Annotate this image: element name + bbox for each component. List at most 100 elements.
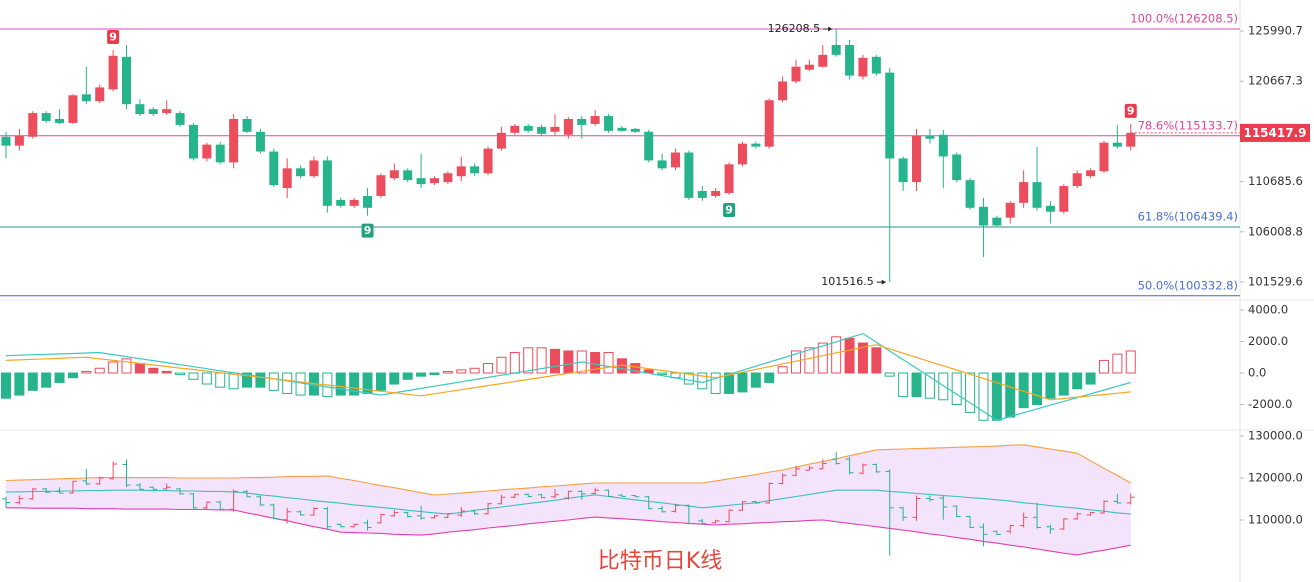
candle-body: [1072, 173, 1082, 187]
macd-bar: [1085, 372, 1096, 385]
macd-bar: [938, 372, 949, 401]
candle-body: [68, 95, 78, 123]
candle-body: [724, 164, 734, 193]
candle-body: [1099, 142, 1109, 172]
candle-body: [443, 173, 453, 183]
macd-bar: [483, 363, 494, 374]
candle-body: [1, 136, 11, 146]
candle-body: [791, 66, 801, 82]
macd-bar: [817, 342, 828, 374]
macd-bar: [1125, 350, 1136, 374]
macd-bar: [683, 372, 694, 385]
y-tick-label: 125990.7: [1248, 23, 1303, 37]
macd-bar: [1112, 353, 1123, 374]
candle-body: [711, 191, 721, 196]
candle-body: [858, 57, 868, 77]
candle-body: [831, 45, 841, 55]
macd-bar: [549, 348, 560, 374]
macd-bar: [898, 372, 909, 398]
candle-body: [122, 56, 132, 105]
candle-body: [296, 168, 306, 177]
macd-bar: [295, 372, 306, 396]
candle-body: [1032, 182, 1042, 208]
macd-bar: [94, 367, 105, 374]
macd-bar: [188, 372, 199, 380]
setup-count-label: 9: [725, 203, 733, 216]
y-tick-label: 0.0: [1248, 366, 1266, 380]
macd-bar: [857, 342, 868, 374]
macd-bar: [268, 372, 279, 391]
candle-body: [14, 135, 24, 146]
candle-body: [322, 160, 332, 206]
candle-body: [577, 118, 587, 125]
macd-bar: [509, 352, 520, 374]
candle-body: [684, 152, 694, 198]
candle-body: [778, 81, 788, 101]
y-tick-label: 101529.6: [1248, 274, 1303, 288]
macd-bar: [456, 369, 467, 374]
candle-body: [764, 100, 774, 147]
candle-body: [55, 118, 65, 123]
macd-bar: [242, 372, 253, 388]
y-tick-label: -2000.0: [1248, 397, 1292, 411]
candle-body: [496, 132, 506, 149]
candle-body: [363, 195, 373, 208]
candle-body: [242, 118, 252, 132]
macd-bar: [161, 370, 172, 374]
macd-line: [5, 344, 1131, 401]
macd-bar: [764, 372, 775, 383]
candle-body: [429, 178, 439, 184]
candle-body: [389, 170, 399, 179]
macd-bar: [1072, 372, 1083, 390]
candle-body: [202, 144, 212, 159]
macd-bar: [335, 372, 346, 396]
candle-body: [871, 56, 881, 74]
candle-body: [1059, 186, 1069, 212]
candle-body: [550, 126, 560, 132]
candle-body: [885, 72, 895, 159]
macd-bar: [121, 358, 132, 374]
macd-bar: [884, 372, 895, 377]
candle-body: [671, 152, 680, 168]
candle-body: [737, 143, 747, 165]
macd-bar: [27, 372, 38, 391]
candle-body: [912, 135, 922, 183]
candle-body: [563, 118, 573, 135]
candle-body: [751, 143, 761, 147]
macd-bar: [255, 372, 266, 388]
candle-body: [416, 178, 426, 185]
macd-bar: [630, 363, 641, 374]
candle-body: [590, 116, 600, 124]
y-tick-label: 106008.8: [1248, 224, 1303, 238]
candle-body: [269, 151, 279, 186]
candle-body: [818, 54, 828, 67]
candle-body: [992, 217, 1002, 226]
macd-bar: [148, 367, 159, 374]
candle-body: [41, 113, 51, 121]
candle-body: [309, 160, 319, 177]
y-tick-label: 130000.0: [1248, 429, 1303, 443]
candle-body: [804, 64, 814, 70]
candle-body: [845, 45, 855, 76]
candle-body: [135, 104, 145, 115]
candle-body: [349, 199, 359, 206]
extreme-arrow-head: [828, 26, 833, 32]
macd-bar: [1045, 372, 1056, 399]
y-tick-label: 120000.0: [1248, 471, 1303, 485]
setup-count-badge: [107, 30, 120, 45]
candle-body: [456, 166, 466, 177]
macd-bar: [871, 347, 882, 374]
candle-body: [403, 170, 413, 181]
macd-bar: [1032, 372, 1043, 406]
candle-body: [483, 148, 493, 174]
macd-bar: [710, 372, 721, 394]
y-tick-label: 4000.0: [1248, 303, 1288, 317]
candle-body: [1126, 132, 1136, 147]
extreme-arrow-head: [881, 279, 886, 285]
macd-bar: [563, 350, 574, 374]
macd-bar: [978, 372, 989, 421]
macd-line: [5, 332, 1131, 421]
setup-count-badge: [1124, 103, 1137, 118]
candle-body: [1045, 205, 1055, 212]
